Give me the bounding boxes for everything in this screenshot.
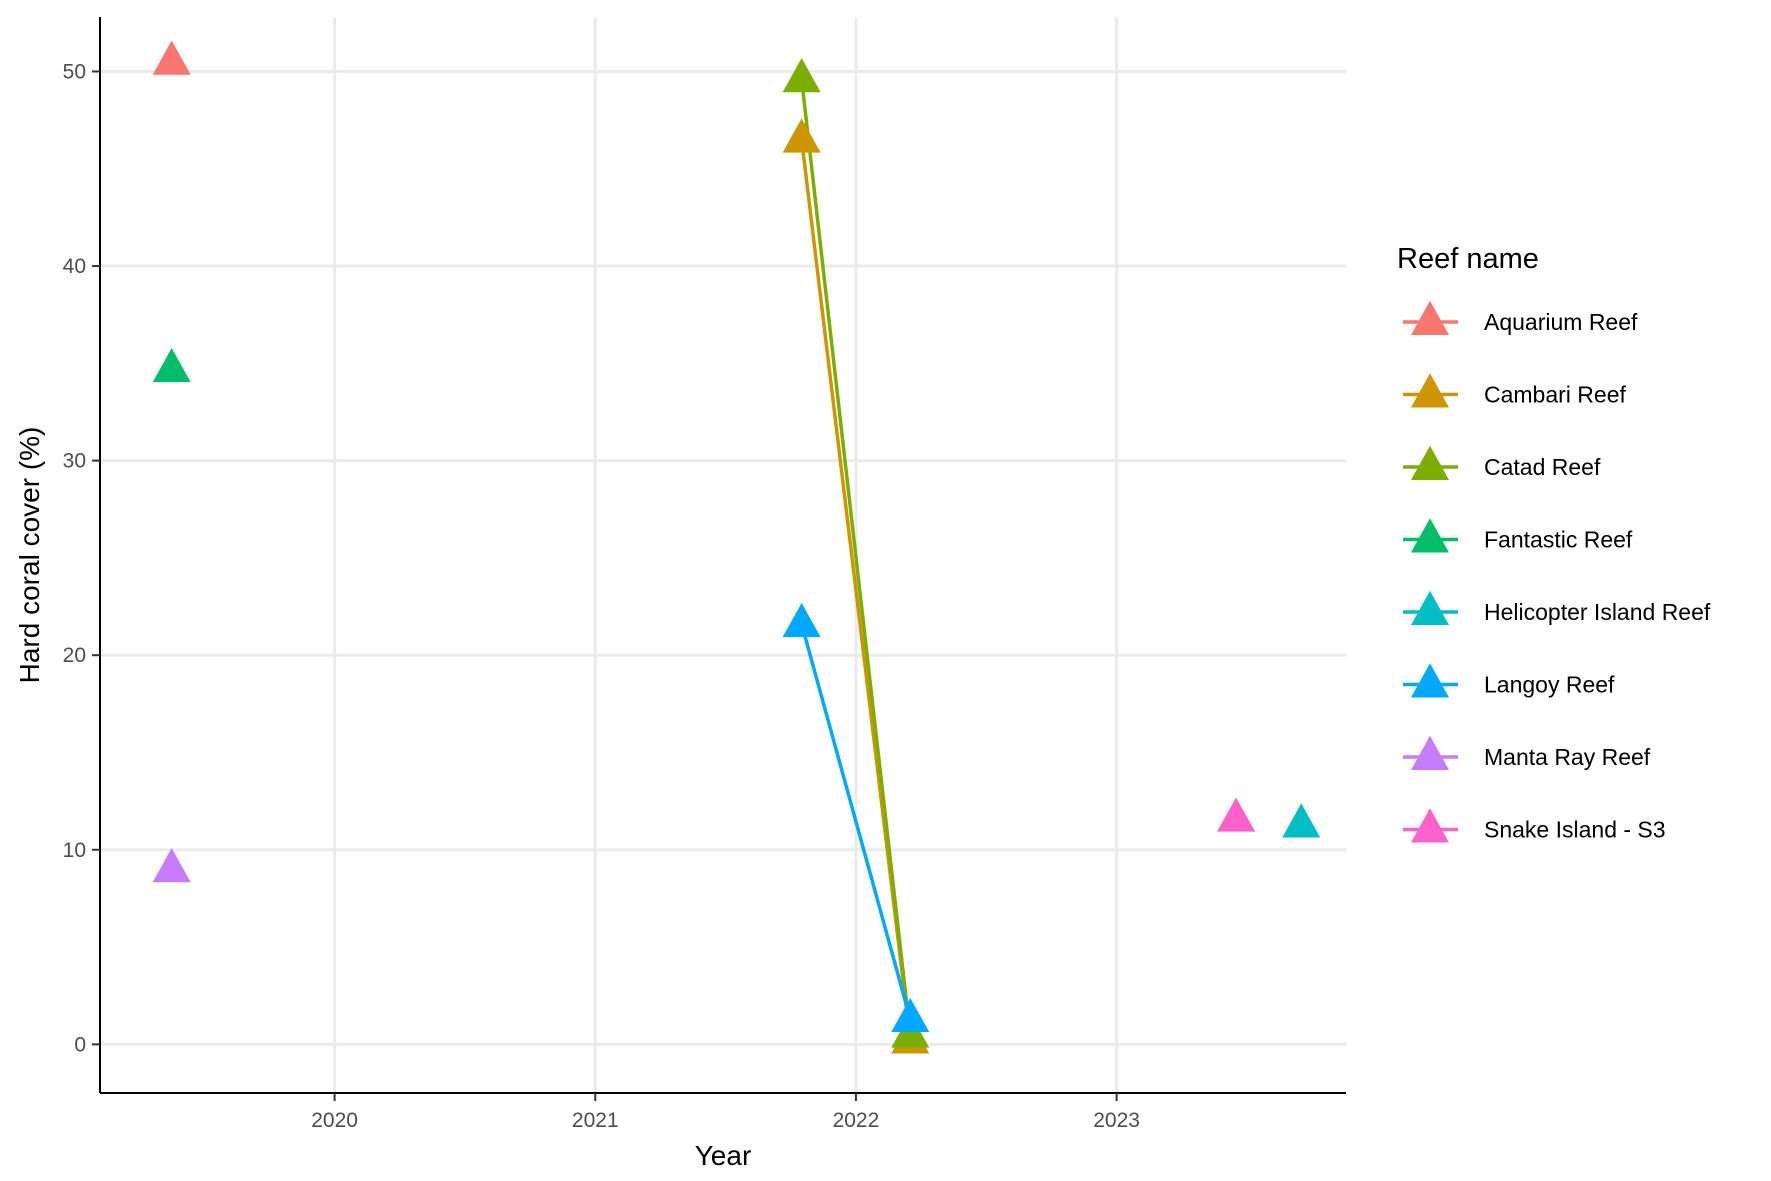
legend-label: Aquarium Reef — [1484, 309, 1638, 335]
y-axis-title: Hard coral cover (%) — [14, 427, 45, 684]
legend-label: Fantastic Reef — [1484, 527, 1633, 553]
x-tick-label: 2022 — [833, 1109, 880, 1132]
legend-label: Snake Island - S3 — [1484, 817, 1666, 843]
data-point — [891, 997, 930, 1033]
legend-key-marker — [1411, 808, 1449, 843]
x-tick-label: 2020 — [311, 1109, 358, 1132]
legend: Reef name Aquarium Reef Cambari Reef Catad… — [1397, 243, 1711, 843]
series-lines — [799, 79, 912, 1041]
y-tick-label: 10 — [63, 839, 86, 862]
legend-key-marker — [1411, 373, 1449, 408]
legend-key-marker — [1411, 518, 1449, 553]
series-line — [799, 623, 912, 1020]
y-tick-label: 50 — [63, 60, 86, 83]
x-axis-title: Year — [695, 1140, 752, 1171]
legend-key-marker — [1411, 663, 1449, 698]
legend-label: Catad Reef — [1484, 454, 1601, 480]
legend-key-marker — [1411, 590, 1449, 625]
axes — [99, 17, 1346, 1094]
legend-items: Aquarium Reef Cambari Reef Catad Reef Fanta… — [1403, 300, 1711, 843]
grid — [100, 17, 1346, 1093]
y-tick-label: 0 — [74, 1033, 86, 1056]
y-tick-label: 40 — [63, 255, 86, 278]
legend-label: Manta Ray Reef — [1484, 744, 1651, 770]
data-point — [152, 848, 191, 883]
data-point — [782, 602, 821, 638]
x-tick-label: 2023 — [1093, 1109, 1140, 1132]
y-tick-label: 20 — [63, 644, 86, 667]
legend-key-marker — [1411, 735, 1449, 770]
legend-key-marker — [1411, 300, 1449, 335]
data-point — [152, 40, 191, 75]
data-point — [782, 58, 821, 93]
legend-label: Cambari Reef — [1484, 382, 1626, 408]
data-point — [782, 118, 821, 153]
legend-title: Reef name — [1397, 243, 1539, 275]
x-tick-label: 2021 — [572, 1109, 619, 1132]
data-point — [1217, 797, 1256, 832]
data-point — [152, 347, 191, 383]
data-point — [1282, 803, 1321, 838]
legend-label: Langoy Reef — [1484, 672, 1615, 698]
series-points — [152, 40, 1321, 1054]
y-tick-label: 30 — [63, 450, 86, 473]
series-line — [799, 79, 912, 1035]
legend-label: Helicopter Island Reef — [1484, 599, 1711, 625]
legend-key-marker — [1411, 445, 1449, 480]
ticks: 2020 2021 2022 2023 0 10 20 30 40 50 — [63, 60, 1140, 1132]
